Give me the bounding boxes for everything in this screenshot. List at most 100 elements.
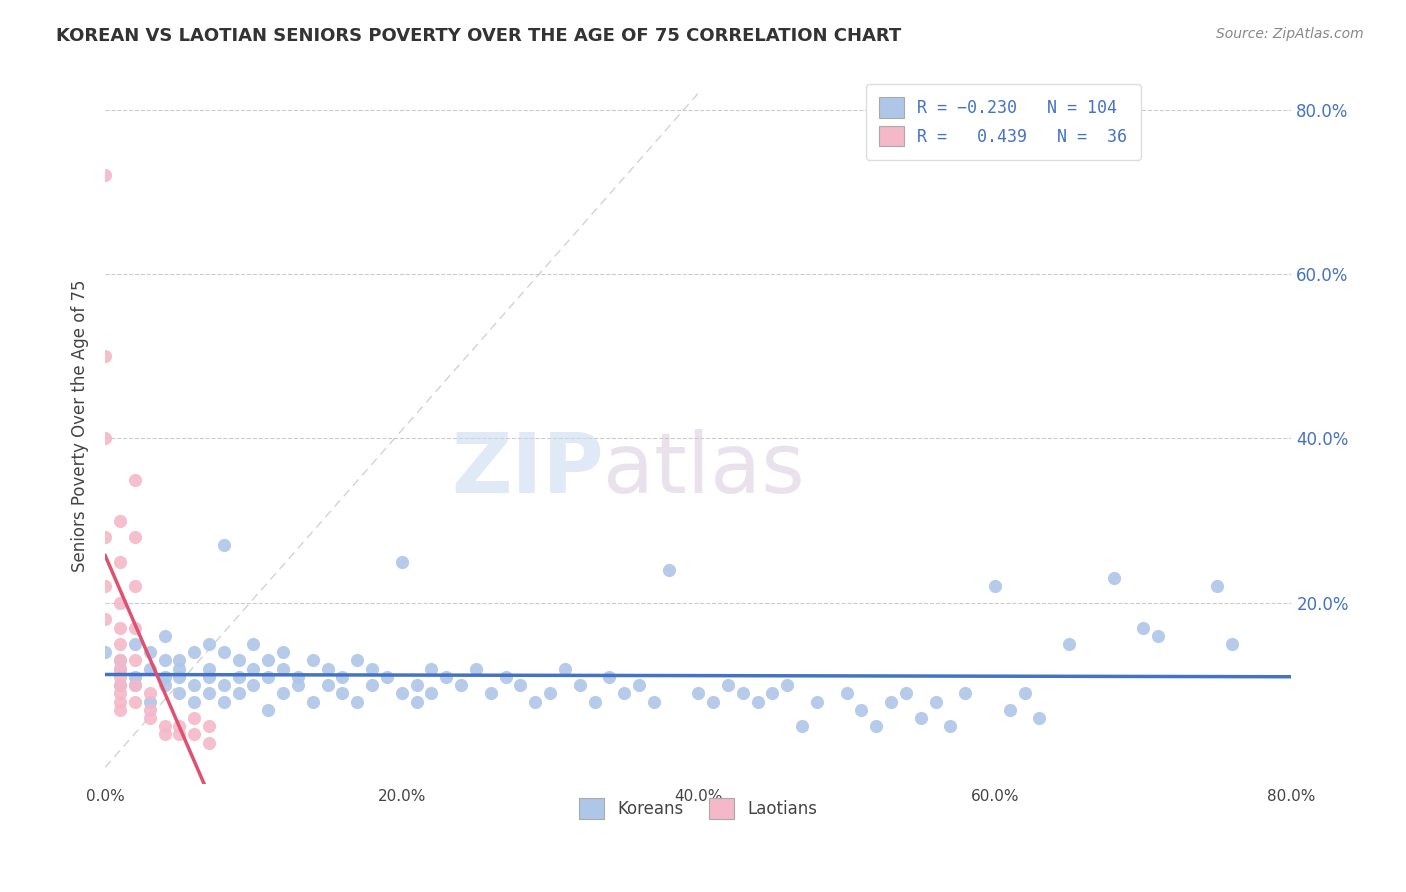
Point xyxy=(955,686,977,700)
Text: KOREAN VS LAOTIAN SENIORS POVERTY OVER THE AGE OF 75 CORRELATION CHART: KOREAN VS LAOTIAN SENIORS POVERTY OVER T… xyxy=(56,27,901,45)
Point xyxy=(984,579,1007,593)
Point xyxy=(198,736,221,750)
Point xyxy=(94,530,117,544)
Point xyxy=(613,686,636,700)
Point xyxy=(538,686,561,700)
Point xyxy=(1102,571,1125,585)
Point xyxy=(346,653,368,667)
Point xyxy=(316,678,339,692)
Point xyxy=(228,686,250,700)
Point xyxy=(391,686,413,700)
Point xyxy=(1220,637,1243,651)
Point xyxy=(524,694,547,708)
Point xyxy=(598,670,620,684)
Point xyxy=(169,662,191,676)
Point xyxy=(108,694,131,708)
Point xyxy=(865,719,887,733)
Point xyxy=(1147,629,1170,643)
Point xyxy=(108,686,131,700)
Point xyxy=(346,694,368,708)
Point xyxy=(1057,637,1080,651)
Point xyxy=(747,694,769,708)
Point xyxy=(257,670,280,684)
Point xyxy=(108,555,131,569)
Point xyxy=(94,612,117,626)
Point xyxy=(375,670,398,684)
Point xyxy=(242,678,264,692)
Point xyxy=(153,678,176,692)
Point xyxy=(464,662,486,676)
Point xyxy=(138,662,160,676)
Point xyxy=(688,686,710,700)
Point xyxy=(153,719,176,733)
Point xyxy=(124,653,146,667)
Point xyxy=(108,678,131,692)
Point xyxy=(153,629,176,643)
Point xyxy=(124,579,146,593)
Point xyxy=(568,678,591,692)
Point xyxy=(108,596,131,610)
Point xyxy=(495,670,517,684)
Point xyxy=(257,703,280,717)
Point xyxy=(124,637,146,651)
Point xyxy=(124,678,146,692)
Point xyxy=(124,678,146,692)
Point xyxy=(169,670,191,684)
Point xyxy=(434,670,457,684)
Point xyxy=(939,719,962,733)
Point xyxy=(287,670,309,684)
Point xyxy=(108,621,131,635)
Point xyxy=(242,637,264,651)
Y-axis label: Seniors Poverty Over the Age of 75: Seniors Poverty Over the Age of 75 xyxy=(72,280,89,573)
Point xyxy=(108,653,131,667)
Point xyxy=(316,662,339,676)
Point xyxy=(198,719,221,733)
Point xyxy=(835,686,858,700)
Point xyxy=(420,662,443,676)
Point xyxy=(183,645,205,659)
Point xyxy=(169,653,191,667)
Point xyxy=(1132,621,1154,635)
Point xyxy=(108,678,131,692)
Point xyxy=(731,686,754,700)
Point xyxy=(108,703,131,717)
Point xyxy=(183,678,205,692)
Point xyxy=(198,670,221,684)
Point xyxy=(332,686,354,700)
Point xyxy=(257,653,280,667)
Point xyxy=(94,169,117,183)
Legend: Koreans, Laotians: Koreans, Laotians xyxy=(572,792,824,825)
Point xyxy=(643,694,665,708)
Point xyxy=(910,711,932,725)
Point xyxy=(138,703,160,717)
Point xyxy=(242,662,264,676)
Point xyxy=(509,678,531,692)
Point xyxy=(108,670,131,684)
Point xyxy=(405,694,427,708)
Text: ZIP: ZIP xyxy=(451,428,603,509)
Point xyxy=(479,686,502,700)
Point xyxy=(138,711,160,725)
Point xyxy=(124,473,146,487)
Point xyxy=(450,678,472,692)
Point xyxy=(761,686,783,700)
Point xyxy=(806,694,828,708)
Point xyxy=(94,349,117,363)
Point xyxy=(361,678,384,692)
Point xyxy=(124,694,146,708)
Point xyxy=(138,694,160,708)
Point xyxy=(332,670,354,684)
Point xyxy=(391,555,413,569)
Point xyxy=(228,670,250,684)
Point xyxy=(124,530,146,544)
Point xyxy=(658,563,681,577)
Text: Source: ZipAtlas.com: Source: ZipAtlas.com xyxy=(1216,27,1364,41)
Point xyxy=(228,653,250,667)
Point xyxy=(924,694,946,708)
Point xyxy=(169,686,191,700)
Point xyxy=(94,432,117,446)
Point xyxy=(361,662,384,676)
Point xyxy=(405,678,427,692)
Point xyxy=(108,653,131,667)
Point xyxy=(198,686,221,700)
